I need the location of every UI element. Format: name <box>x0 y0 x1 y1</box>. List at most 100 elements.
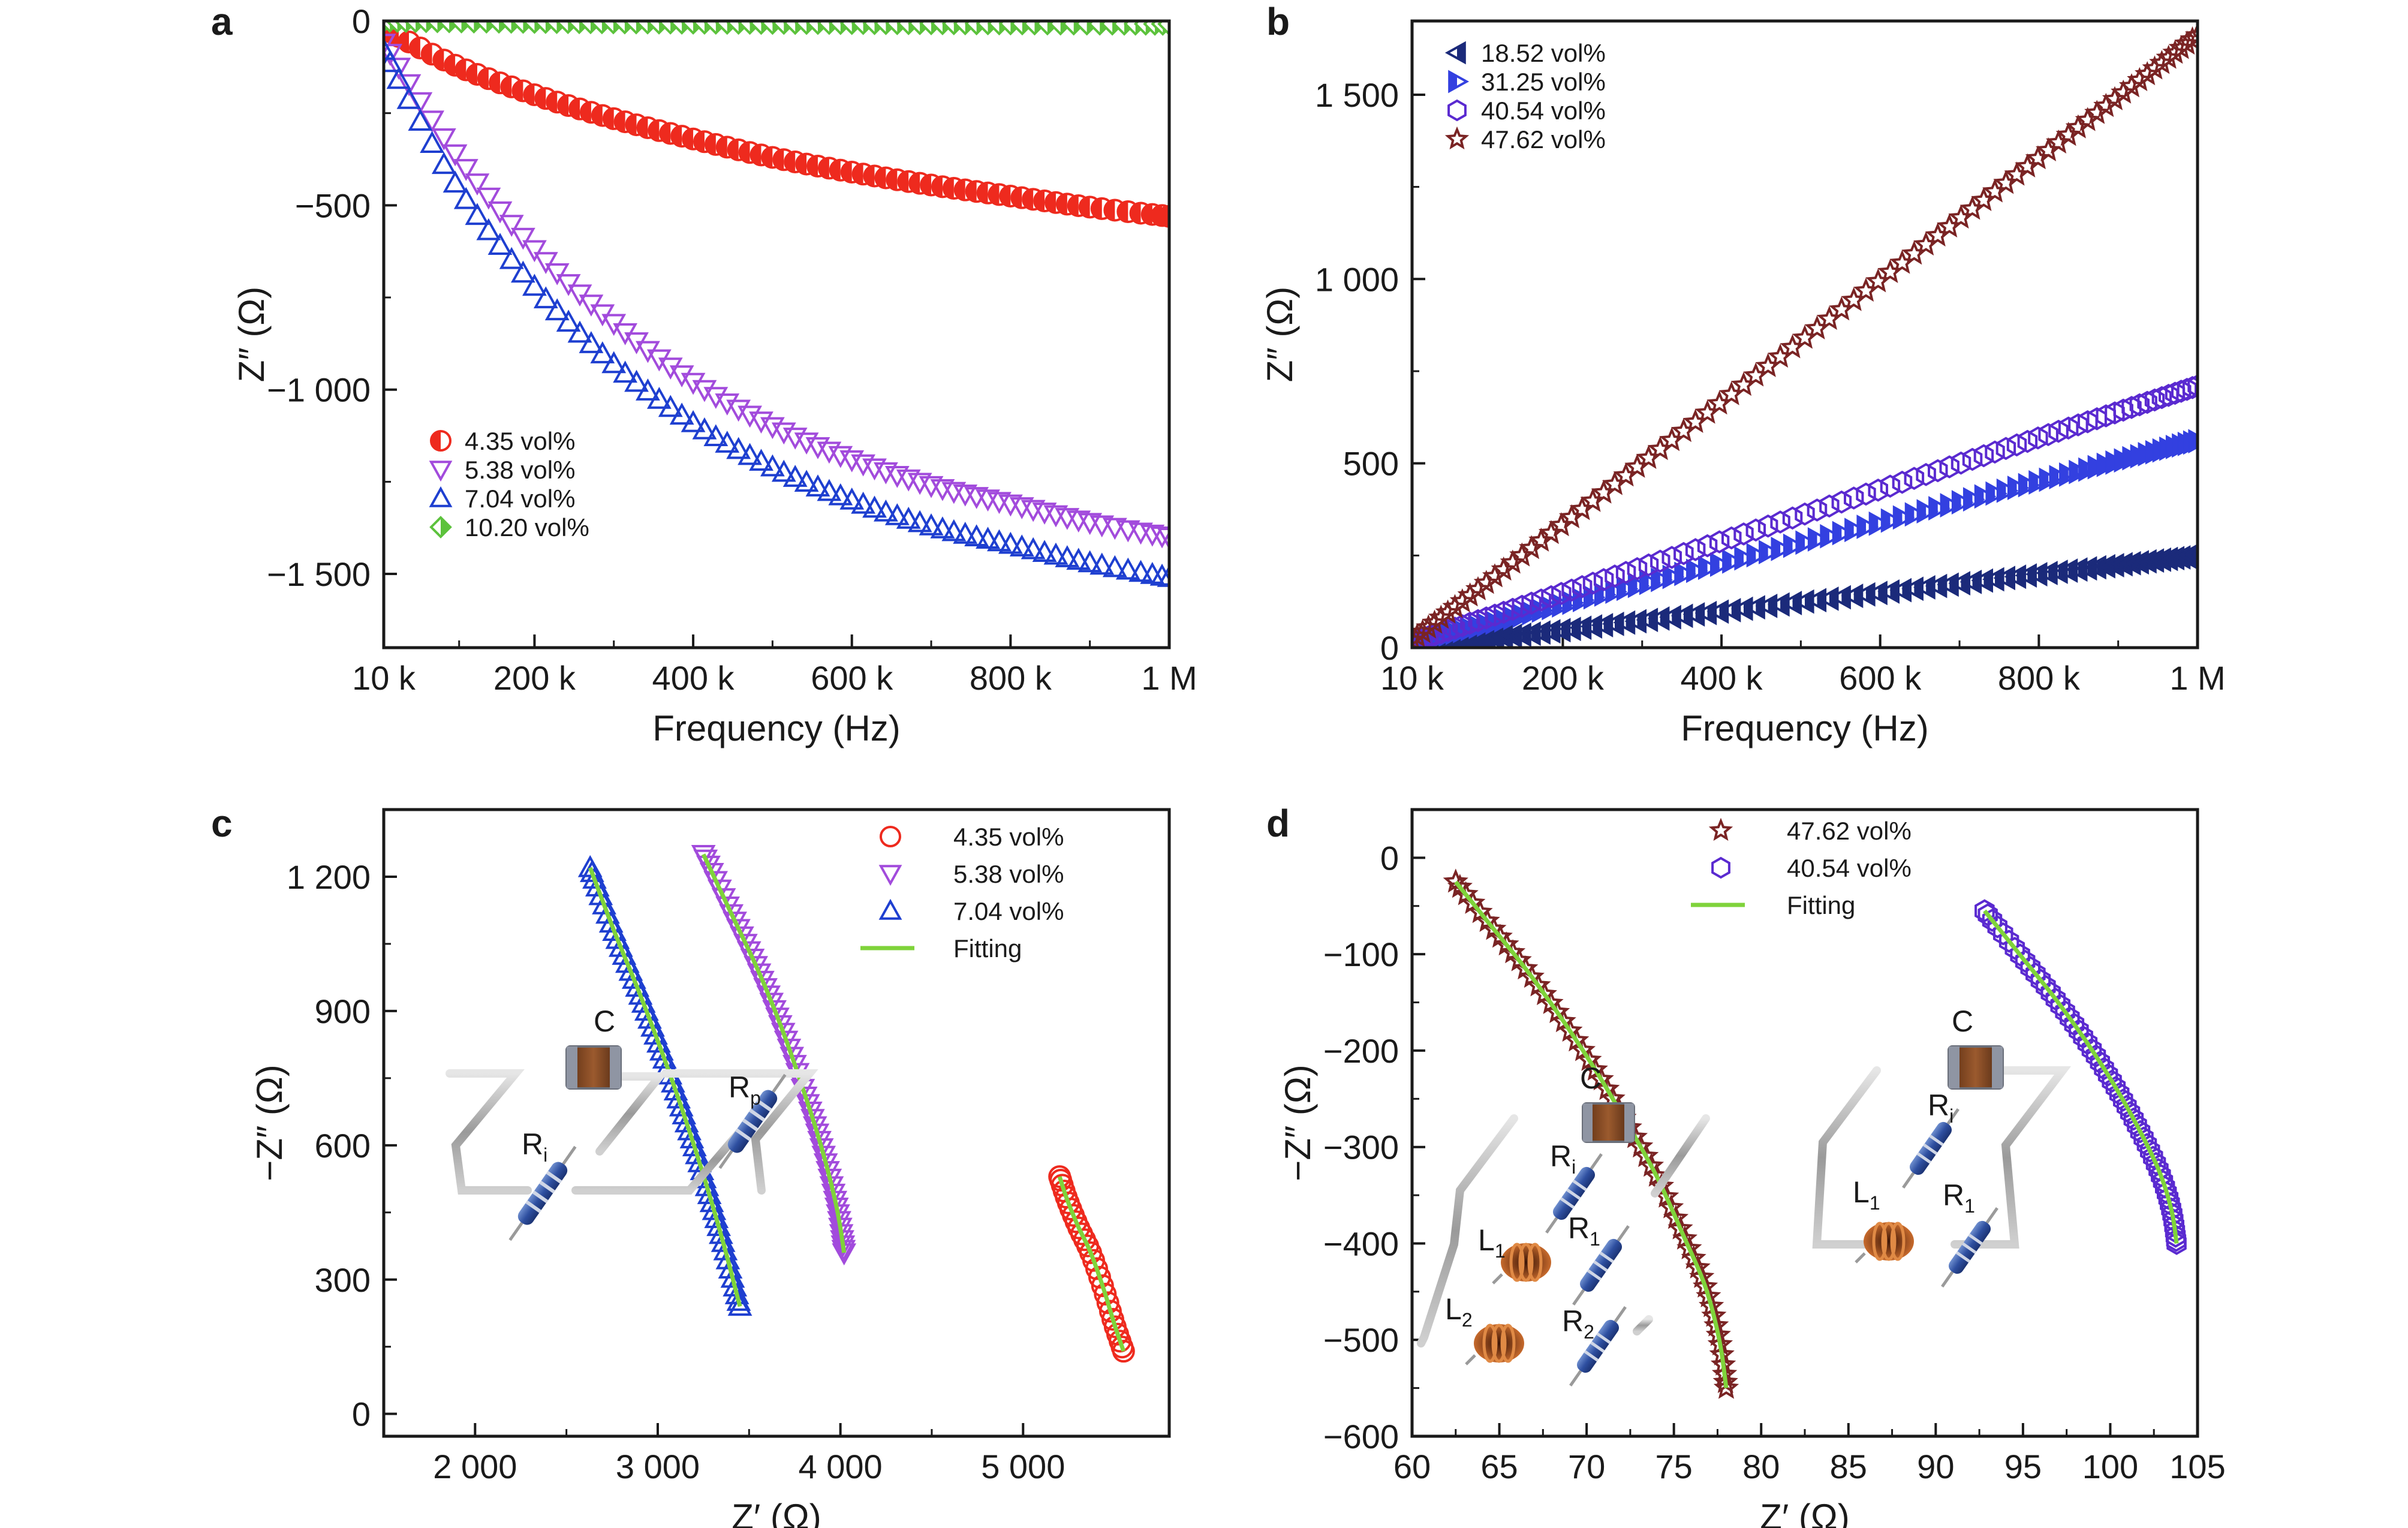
data-point <box>2038 423 2058 447</box>
data-point <box>1551 1008 1576 1033</box>
data-point <box>795 152 818 176</box>
series-7-04-vol- <box>577 855 752 1316</box>
data-point <box>706 1214 732 1237</box>
data-point <box>1412 627 1425 648</box>
data-point <box>533 252 558 274</box>
data-point <box>793 1086 818 1109</box>
data-point <box>2129 393 2150 417</box>
data-point <box>2133 1126 2154 1150</box>
data-point <box>443 170 468 193</box>
data-point <box>1591 479 1617 504</box>
data-point <box>703 387 729 409</box>
y-tick-label: −300 <box>1323 1129 1399 1166</box>
data-point <box>1089 552 1115 575</box>
data-point <box>1582 1056 1608 1081</box>
legend: 4.35 vol% 5.38 vol% 7.04 vol% Fitting <box>860 823 1064 962</box>
data-point <box>1962 487 1985 512</box>
resistor-icon <box>508 1145 577 1241</box>
data-point <box>749 411 773 434</box>
data-point <box>802 1116 827 1139</box>
data-point <box>2010 943 2030 967</box>
resistor-icon <box>718 1073 787 1169</box>
data-point <box>408 109 433 131</box>
data-point <box>585 874 610 897</box>
x-tick-label: 200 k <box>1522 659 1605 697</box>
data-point <box>813 1153 838 1175</box>
data-point <box>1561 578 1582 602</box>
inductor-icon <box>1465 1324 1524 1365</box>
data-point <box>1795 502 1815 526</box>
x-axis-title: Frequency (Hz) <box>1681 708 1928 748</box>
legend-label: 10.20 vol% <box>465 513 589 542</box>
data-point <box>1928 459 1948 483</box>
data-point <box>1832 521 1855 546</box>
data-point <box>556 274 581 296</box>
fitting-line <box>1057 1176 1126 1352</box>
data-point <box>697 1182 722 1204</box>
data-point <box>805 474 830 497</box>
series-4-35-vol- <box>384 21 1169 228</box>
data-point <box>1985 481 2008 506</box>
data-point <box>771 422 796 445</box>
data-point <box>738 405 762 428</box>
data-point <box>2166 1232 2187 1255</box>
y-tick-label: −500 <box>295 187 371 224</box>
plot-frame <box>382 808 1171 1438</box>
y-tick-label: −600 <box>1323 1418 1399 1455</box>
data-point <box>1465 576 1491 601</box>
circuit-c-label-rp: Rp <box>729 1070 761 1109</box>
legend-label: 7.04 vol% <box>953 897 1064 925</box>
chart-panel-d: 60 65 70 75 80 85 90 95 100 105 0 −100 −200 −300 −400 −… <box>1278 808 2226 1528</box>
data-point <box>807 1130 832 1153</box>
data-point <box>1856 515 1879 539</box>
data-point <box>1551 582 1572 605</box>
legend-marker <box>1448 70 1470 94</box>
circuit-d-label-c-left: C <box>1580 1061 1602 1095</box>
data-point <box>1624 453 1650 478</box>
data-point <box>1089 515 1115 538</box>
data-point <box>1094 1283 1117 1306</box>
resistor-icon <box>1545 1153 1603 1234</box>
data-point <box>692 380 717 402</box>
data-point <box>839 487 865 510</box>
data-point <box>964 524 989 546</box>
x-tick-label: 75 <box>1656 1448 1693 1485</box>
chart-panel-b: 10 k 200 k 400 k 600 k 800 k 1 M 0 500 1 000 1 50… <box>1260 19 2226 748</box>
legend-label: 40.54 vol% <box>1787 854 1912 882</box>
data-point <box>1996 478 2019 503</box>
data-point <box>1795 530 1818 555</box>
data-point <box>544 298 570 321</box>
data-point <box>760 417 785 440</box>
data-point <box>652 1046 677 1069</box>
data-point <box>1519 535 1545 560</box>
data-point <box>646 1030 671 1053</box>
plot-frame <box>1410 808 2199 1438</box>
legend-label: Fitting <box>953 934 1022 962</box>
data-point <box>1473 570 1499 594</box>
data-point <box>384 38 396 60</box>
data-point <box>2075 107 2100 131</box>
data-point <box>1638 553 1659 577</box>
data-point <box>1521 591 1542 615</box>
data-point <box>1880 508 1903 533</box>
data-point <box>800 1109 825 1131</box>
data-point <box>2166 1228 2187 1252</box>
legend-label: 5.38 vol% <box>953 860 1064 888</box>
data-point <box>2113 398 2133 422</box>
data-point <box>1528 527 1554 552</box>
data-point <box>2187 374 2198 398</box>
data-point <box>1558 504 1585 528</box>
data-point <box>1570 1037 1596 1061</box>
data-point <box>709 1222 733 1244</box>
data-point <box>2120 1101 2141 1124</box>
data-point <box>1844 518 1867 543</box>
x-tick-label: 10 k <box>1380 659 1444 697</box>
data-point <box>679 1126 705 1148</box>
data-point <box>2188 429 2198 454</box>
data-point <box>2015 153 2040 178</box>
legend-marker <box>878 865 902 886</box>
data-point <box>1580 488 1606 512</box>
data-point <box>2165 1225 2186 1248</box>
data-point <box>643 1022 668 1045</box>
x-tick-label: 1 M <box>1141 659 1197 697</box>
